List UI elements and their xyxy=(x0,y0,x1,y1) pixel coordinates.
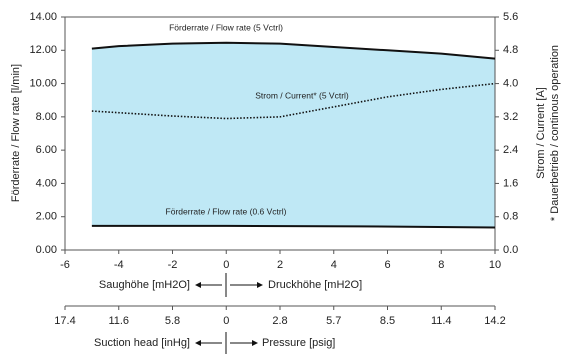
y2-tick-label: 1.6 xyxy=(503,177,518,189)
unit-tick-label: 11.6 xyxy=(108,315,129,327)
unit-right-label: Pressure [psig] xyxy=(262,337,335,349)
x-tick-label: 10 xyxy=(489,259,501,271)
y2-axis-label: Strom / Current [A] xyxy=(535,87,547,179)
y2-tick-label: 5.6 xyxy=(503,11,518,23)
unit-left-label: Suction head [inHg] xyxy=(94,337,190,349)
x-tick-label: -6 xyxy=(60,259,70,271)
series-label: Strom / Current* (5 Vctrl) xyxy=(255,90,349,100)
y2-tick-label: 0.0 xyxy=(503,244,518,256)
y-tick-label: 8.00 xyxy=(36,111,57,123)
x-tick-label: -4 xyxy=(114,259,124,271)
y-tick-label: 6.00 xyxy=(36,144,57,156)
x-tick-label: 4 xyxy=(331,259,337,271)
y2-tick-label: 4.0 xyxy=(503,77,518,89)
series-label: Förderrate / Flow rate (5 Vctrl) xyxy=(169,22,283,32)
y-tick-label: 12.00 xyxy=(29,44,57,56)
x-tick-label: 6 xyxy=(384,259,390,271)
y-tick-label: 2.00 xyxy=(36,211,57,223)
unit-tick-label: 5.7 xyxy=(326,315,341,327)
head-right-label: Druckhöhe [mH2O] xyxy=(268,279,362,291)
y2-tick-label: 3.2 xyxy=(503,111,518,123)
y-axis-label: Förderrate / Flow rate [l/min] xyxy=(10,64,22,202)
y-tick-label: 14.00 xyxy=(29,11,57,23)
y2-note: * Dauerbetrieb / continous operation xyxy=(549,45,561,221)
y2-tick-label: 2.4 xyxy=(503,144,518,156)
y-tick-label: 0.00 xyxy=(36,244,57,256)
series-line xyxy=(91,41,496,60)
x-tick-label: 8 xyxy=(438,259,444,271)
unit-tick-label: 2.8 xyxy=(272,315,287,327)
y2-tick-label: 4.8 xyxy=(503,44,518,56)
unit-tick-label: 11.4 xyxy=(431,315,452,327)
x-tick-label: 2 xyxy=(277,259,283,271)
head-left-label: Saughöhe [mH2O] xyxy=(99,279,190,291)
area-fill xyxy=(91,42,495,228)
x-tick-label: -2 xyxy=(168,259,178,271)
unit-tick-label: 14.2 xyxy=(484,315,505,327)
y2-tick-label: 0.8 xyxy=(503,211,518,223)
unit-tick-label: 5.8 xyxy=(165,315,180,327)
x-tick-label: 0 xyxy=(223,259,229,271)
unit-tick-label: 0 xyxy=(223,315,229,327)
series-line xyxy=(91,224,496,229)
y-tick-label: 10.00 xyxy=(29,77,57,89)
series-line xyxy=(91,82,496,120)
series-label: Förderrate / Flow rate (0.6 Vctrl) xyxy=(166,206,287,216)
unit-tick-label: 8.5 xyxy=(380,315,395,327)
unit-tick-label: 17.4 xyxy=(54,315,75,327)
y-tick-label: 4.00 xyxy=(36,177,57,189)
